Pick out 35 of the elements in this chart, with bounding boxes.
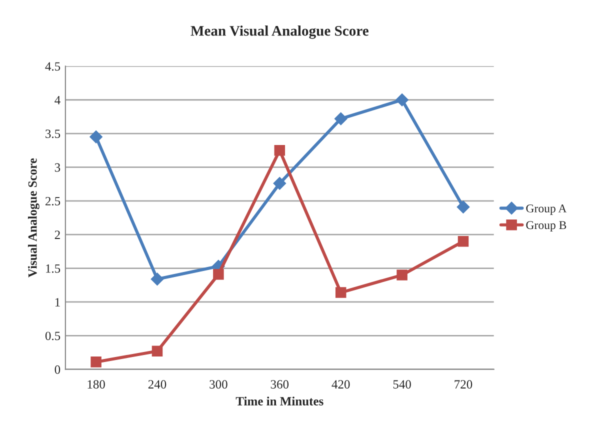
- point: [90, 356, 102, 368]
- y-tick-label: 0.5: [45, 332, 60, 340]
- y-tick-label: 4.5: [45, 62, 60, 71]
- y-tick-label: 0: [54, 365, 60, 374]
- x-tick-label: 720: [454, 380, 472, 389]
- y-tick-label: 3: [54, 163, 60, 172]
- point: [396, 93, 408, 106]
- chart-title: Mean Visual Analogue Score: [190, 26, 368, 39]
- point: [274, 145, 286, 156]
- legend-label: Group A: [526, 204, 567, 215]
- y-tick-label: 2: [54, 230, 60, 239]
- point: [150, 272, 164, 286]
- y-tick-label: 2.5: [46, 196, 60, 206]
- point: [335, 287, 346, 298]
- x-tick-label: 240: [148, 380, 166, 389]
- legend-label: Group B: [526, 221, 566, 232]
- y-axis-title: Visual Analogue Score: [28, 158, 40, 278]
- x-axis-title: Time in Minutes: [236, 396, 324, 406]
- x-tick-label: 180: [88, 380, 105, 389]
- point: [213, 268, 224, 280]
- point: [396, 270, 408, 280]
- y-tick-label: 1.5: [46, 264, 60, 273]
- point: [152, 346, 163, 357]
- x-tick-label: 360: [270, 380, 289, 389]
- point: [273, 177, 286, 190]
- y-tick-label: 3.5: [46, 130, 60, 138]
- x-tick-label: 420: [332, 380, 350, 389]
- y-tick-label: 4: [54, 96, 60, 104]
- point: [90, 130, 102, 144]
- x-tick-label: 540: [393, 380, 411, 389]
- point: [458, 236, 469, 247]
- point: [334, 112, 348, 126]
- point: [456, 200, 470, 214]
- y-tick-label: 1: [55, 298, 60, 306]
- x-tick-label: 300: [210, 380, 228, 389]
